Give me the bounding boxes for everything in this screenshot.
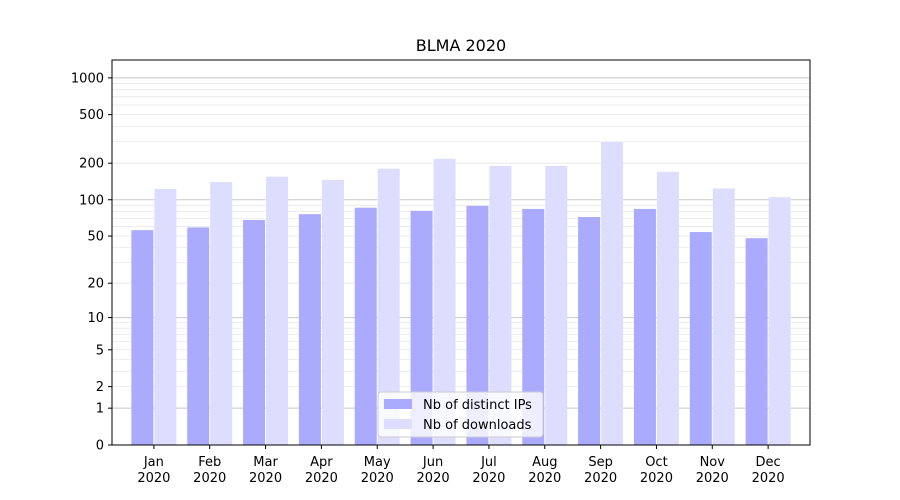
x-tick-label-month: Dec <box>756 455 781 470</box>
x-tick-label-year: 2020 <box>417 471 450 486</box>
x-tick-label-year: 2020 <box>472 471 505 486</box>
x-tick-label-year: 2020 <box>696 471 729 486</box>
x-tick-label-year: 2020 <box>361 471 394 486</box>
bar-distinct-ips <box>689 232 712 445</box>
bar-distinct-ips <box>522 208 545 445</box>
bar-distinct-ips <box>298 214 321 445</box>
legend-swatch <box>384 399 412 409</box>
bar-downloads <box>210 182 233 445</box>
bar-downloads <box>712 188 735 445</box>
y-tick-label: 1000 <box>71 71 104 86</box>
bar-distinct-ips <box>410 210 433 445</box>
bar-downloads <box>545 165 568 446</box>
x-tick-label-year: 2020 <box>752 471 785 486</box>
bar-downloads <box>377 168 400 445</box>
bar-distinct-ips <box>633 208 656 445</box>
y-tick-label: 50 <box>87 230 104 245</box>
y-tick-label: 2 <box>96 380 104 395</box>
y-tick-label: 10 <box>87 311 104 326</box>
x-tick-label-month: Jul <box>480 455 497 470</box>
bar-downloads <box>433 158 456 445</box>
legend-swatch <box>384 419 412 429</box>
x-tick-label-year: 2020 <box>584 471 617 486</box>
y-tick-label: 5 <box>96 343 104 358</box>
x-tick-label-month: Mar <box>253 455 278 470</box>
bar-distinct-ips <box>187 227 210 445</box>
x-tick-label-year: 2020 <box>193 471 226 486</box>
x-tick-label-month: Jun <box>422 455 443 470</box>
bar-downloads <box>601 142 624 445</box>
x-tick-label-month: Apr <box>310 455 333 470</box>
y-tick-label: 1 <box>96 402 104 417</box>
x-tick-label-year: 2020 <box>528 471 561 486</box>
bar-distinct-ips <box>466 205 489 445</box>
x-tick-label-month: Sep <box>588 455 613 470</box>
y-tick-label: 100 <box>79 193 104 208</box>
x-axis: Jan2020Feb2020Mar2020Apr2020May2020Jun20… <box>137 445 785 486</box>
bar-distinct-ips <box>578 217 601 445</box>
chart-title: BLMA 2020 <box>416 36 506 55</box>
bars <box>131 142 791 446</box>
x-tick-label-year: 2020 <box>640 471 673 486</box>
x-tick-label-month: Oct <box>645 455 667 470</box>
bar-downloads <box>154 188 177 445</box>
x-tick-label-month: Feb <box>198 455 221 470</box>
x-tick-label-month: Jan <box>143 455 164 470</box>
y-tick-label: 500 <box>79 108 104 123</box>
legend-label: Nb of distinct IPs <box>423 398 532 413</box>
bar-distinct-ips <box>131 230 154 445</box>
x-tick-label-month: May <box>364 455 391 470</box>
plot-frame <box>111 59 811 446</box>
bar-distinct-ips <box>354 207 377 445</box>
x-tick-label-year: 2020 <box>305 471 338 486</box>
y-tick-label: 20 <box>87 277 104 292</box>
bar-downloads <box>266 176 289 445</box>
x-tick-label-month: Nov <box>700 455 726 470</box>
bar-distinct-ips <box>243 219 266 445</box>
legend-box <box>377 391 544 438</box>
x-tick-label-year: 2020 <box>249 471 282 486</box>
bar-distinct-ips <box>745 238 768 445</box>
y-tick-label: 200 <box>79 157 104 172</box>
bar-downloads <box>768 197 791 445</box>
legend-label: Nb of downloads <box>423 418 532 433</box>
bar-downloads <box>321 179 344 445</box>
bar-downloads <box>656 171 679 446</box>
y-tick-label: 0 <box>96 439 104 454</box>
y-axis: 0 1 2 5 10 20 50 100 200 500 1000 <box>71 71 112 454</box>
x-tick-label-year: 2020 <box>137 471 170 486</box>
x-tick-label-month: Aug <box>532 455 557 470</box>
legend: Nb of distinct IPs Nb of downloads <box>377 391 544 438</box>
bar-downloads <box>489 165 512 446</box>
